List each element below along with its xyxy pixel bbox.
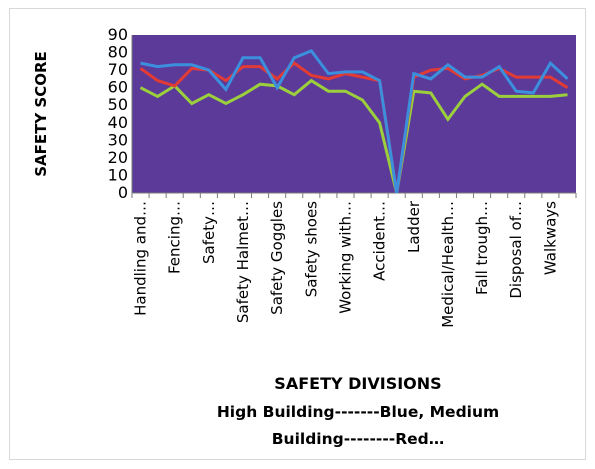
x-tick-label: Ladder: [405, 200, 423, 253]
x-tick-label: Safety…: [200, 201, 218, 264]
caption-line: Building--------Red…: [272, 430, 445, 448]
series-line: [139, 78, 568, 194]
y-tick-label: 20: [108, 148, 128, 167]
x-tick-label: Accident…: [371, 201, 389, 281]
y-tick-label: 0: [118, 183, 128, 202]
x-tick-label: Disposal of…: [507, 201, 525, 299]
y-tick-label: 50: [108, 95, 128, 114]
y-tick-label: 80: [108, 43, 128, 62]
y-tick-label: 90: [108, 25, 128, 44]
y-tick-label: 40: [108, 113, 128, 132]
x-tick-label: Handling and…: [132, 201, 150, 316]
x-tick-label: Working with…: [337, 201, 355, 314]
x-tick-label: Safety Goggles: [268, 201, 286, 315]
plot-area: [132, 35, 576, 193]
y-tick-label: 60: [108, 78, 128, 97]
y-axis-label: SAFETY SCORE: [32, 51, 50, 177]
y-tick-label: 30: [108, 130, 128, 149]
x-tick-label: Safety shoes: [302, 201, 320, 297]
x-axis-title: SAFETY DIVISIONS: [274, 374, 441, 393]
chart-frame: SAFETY SCORE 0 10 20 30 40 50 60 70 80 90 Handling …: [9, 8, 586, 460]
series-line: [140, 48, 569, 194]
x-tick-label: Fall trough…: [473, 201, 491, 295]
x-tick-label: Fencing…: [166, 201, 184, 274]
y-tick-label: 10: [108, 165, 128, 184]
x-tick-label: Medical/Health…: [439, 201, 457, 328]
x-tick-label: Safety Halmet…: [234, 201, 252, 323]
x-tick-label: Walkways: [541, 201, 559, 275]
caption-line: High Building-------Blue, Medium: [217, 403, 499, 421]
y-tick-label: 70: [108, 60, 128, 79]
